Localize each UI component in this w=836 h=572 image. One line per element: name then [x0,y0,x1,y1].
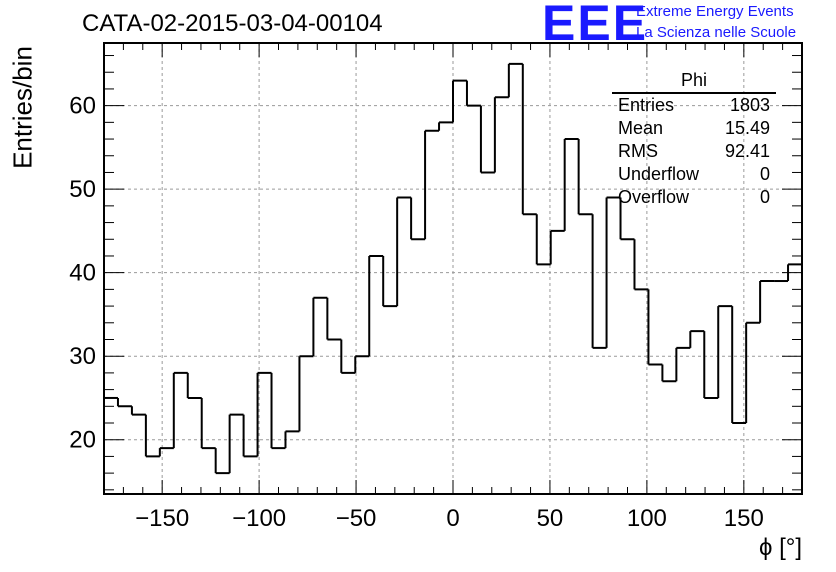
histogram-bin [410,197,426,241]
histogram-bin [130,406,146,416]
histogram-bin [270,372,286,450]
histogram-bin [521,63,537,216]
stats-value: 1803 [729,95,770,115]
x-tick-label: 50 [537,505,564,532]
histogram-bin [214,448,230,475]
logo-subtitle-2: La Scienza nelle Scuole [636,24,797,41]
histogram-bin [424,129,440,240]
y-tick-label: 30 [69,343,96,370]
stats-row-overflow: Overflow 0 [612,186,776,209]
stats-label: Entries [618,95,675,115]
stats-box-title: Phi [612,70,776,94]
histogram-bin [452,79,467,123]
x-tick-label: 0 [446,505,459,532]
histogram-bin [284,430,300,449]
axis-ticks [104,43,802,494]
histogram-bin [368,254,384,357]
eee-logo: EEE [542,0,649,51]
histogram-bin [605,196,621,348]
histogram-bin [479,105,495,174]
histogram-bin [647,289,663,366]
histogram-bin [493,96,509,173]
y-axis-label: Entries/bin [7,46,38,169]
histogram-bin [354,355,370,373]
logo-subtitle-1: Extreme Energy Events [636,3,794,20]
stats-row-mean: Mean 15.49 [612,117,776,140]
stats-value: 0 [759,187,770,207]
histogram-bin [158,447,174,457]
histogram-bin [382,255,398,308]
x-tick-label: −150 [135,505,189,532]
stats-label: Mean [618,118,664,138]
histogram-bin [591,214,607,349]
stats-label: RMS [618,141,658,161]
histogram-bin [298,355,314,432]
histogram-bin [745,321,761,424]
y-tick-label: 50 [69,176,96,203]
y-tick-label: 60 [69,93,96,120]
y-tick-label: 40 [69,260,96,287]
histogram-bin [703,331,719,399]
histogram-bin [228,413,244,474]
histogram-bin [396,196,412,307]
x-tick-label: 100 [627,505,667,532]
histogram-bin [438,121,453,131]
stats-row-rms: RMS 92.41 [612,140,776,163]
stats-label: Underflow [618,164,700,184]
stats-value: 92.41 [724,141,770,161]
x-axis-label: ϕ [°] [758,534,802,561]
axis-tick-labels: −150 −100 −50 0 50 100 150 20 30 40 50 60 [69,93,764,532]
histogram-bin [731,306,747,425]
histogram-bin [563,138,579,231]
chart-title: CATA-02-2015-03-04-00104 [82,10,383,37]
histogram-bin [535,214,551,266]
histogram-bin [465,80,481,107]
stats-value: 0 [759,164,770,184]
histogram-bin [242,414,258,458]
histogram-bin [577,139,593,216]
histogram-bin [507,62,523,98]
histogram-bin [186,372,202,399]
histogram-bin [549,229,565,265]
stats-label: Overflow [618,187,690,207]
x-tick-label: −100 [232,505,286,532]
histogram-bin [326,297,342,341]
histogram-bin [675,346,691,382]
histogram-bin [172,371,188,449]
histogram-bin [689,330,705,348]
stats-row-entries: Entries 1803 [612,94,776,117]
stats-value: 15.49 [724,118,770,138]
histogram-bin [312,296,328,357]
x-tick-label: 150 [724,505,764,532]
histogram-bin [633,239,649,291]
histogram-bin [256,371,272,457]
histogram-series [104,62,802,475]
histogram-bin [340,339,356,374]
histogram-bin [759,280,775,323]
histogram-bin [200,397,216,450]
histogram-bin [144,414,160,458]
histogram-bin [717,305,733,398]
histogram-bin [619,197,635,241]
histogram-bin [116,397,132,408]
y-tick-label: 20 [69,427,96,454]
stats-box: Phi Entries 1803 Mean 15.49 RMS 92.41 Un… [612,70,776,209]
histogram-bin [661,364,677,383]
x-tick-label: −50 [336,505,377,532]
stats-row-underflow: Underflow 0 [612,163,776,186]
